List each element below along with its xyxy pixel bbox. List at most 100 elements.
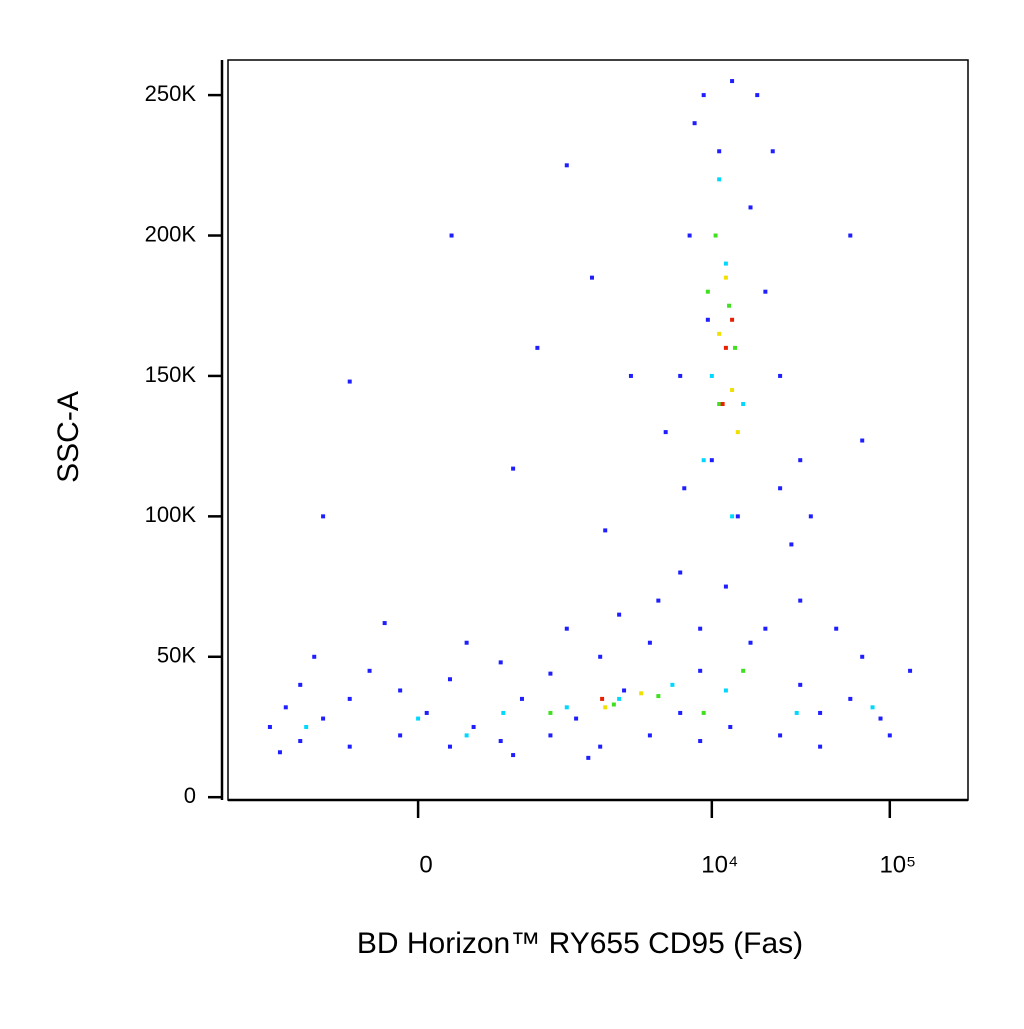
point	[723, 261, 728, 266]
point	[698, 739, 703, 744]
point	[617, 696, 622, 701]
point	[678, 710, 683, 715]
point	[730, 514, 735, 519]
point	[304, 724, 309, 729]
point	[730, 79, 735, 84]
point	[730, 317, 735, 322]
point	[720, 402, 725, 407]
point	[277, 750, 282, 755]
point	[267, 724, 272, 729]
point	[794, 710, 799, 715]
point	[723, 688, 728, 693]
point	[678, 373, 683, 378]
point	[789, 542, 794, 547]
point	[735, 430, 740, 435]
point	[603, 528, 608, 533]
point	[447, 677, 452, 682]
point	[908, 668, 913, 673]
point	[663, 430, 668, 435]
point	[564, 163, 569, 168]
point	[424, 710, 429, 715]
point	[860, 654, 865, 659]
point	[398, 733, 403, 738]
point	[464, 640, 469, 645]
point	[755, 93, 760, 98]
point	[798, 458, 803, 463]
point	[808, 514, 813, 519]
point	[741, 668, 746, 673]
point	[511, 466, 516, 471]
point	[834, 626, 839, 631]
point	[763, 289, 768, 294]
point	[728, 724, 733, 729]
point	[741, 402, 746, 407]
point	[748, 640, 753, 645]
point	[735, 514, 740, 519]
point	[628, 373, 633, 378]
point	[656, 598, 661, 603]
point	[598, 744, 603, 749]
point	[748, 205, 753, 210]
point	[709, 373, 714, 378]
point	[598, 654, 603, 659]
y-tick-label: 150K	[145, 362, 197, 387]
point	[730, 387, 735, 392]
point	[887, 733, 892, 738]
point	[367, 668, 372, 673]
point	[723, 584, 728, 589]
point	[548, 733, 553, 738]
point	[698, 668, 703, 673]
x-axis-label: BD Horizon™ RY655 CD95 (Fas)	[357, 927, 803, 960]
point	[617, 612, 622, 617]
point	[298, 682, 303, 687]
point	[312, 654, 317, 659]
point	[778, 373, 783, 378]
point	[778, 486, 783, 491]
point	[723, 345, 728, 350]
point	[283, 705, 288, 710]
point	[498, 739, 503, 744]
point	[416, 716, 421, 721]
point	[770, 149, 775, 154]
point	[713, 233, 718, 238]
point	[321, 514, 326, 519]
point	[878, 716, 883, 721]
point	[564, 626, 569, 631]
point	[511, 753, 516, 758]
x-tick-label: 10⁵	[879, 851, 916, 878]
point	[727, 303, 732, 308]
point	[622, 688, 627, 693]
y-tick-label: 200K	[145, 221, 197, 246]
point	[535, 345, 540, 350]
point	[611, 702, 616, 707]
point	[670, 682, 675, 687]
y-axis-label: SSC-A	[52, 391, 85, 483]
y-tick-label: 100K	[145, 502, 197, 527]
point	[321, 716, 326, 721]
point	[687, 233, 692, 238]
point	[603, 705, 608, 710]
point	[347, 696, 352, 701]
point	[818, 744, 823, 749]
point	[639, 691, 644, 696]
point	[498, 660, 503, 665]
point	[647, 733, 652, 738]
point	[860, 438, 865, 443]
point	[701, 458, 706, 463]
x-tick-label: 0	[419, 851, 432, 878]
point	[382, 621, 387, 626]
point	[717, 331, 722, 336]
point	[709, 458, 714, 463]
point	[798, 682, 803, 687]
point	[564, 705, 569, 710]
point	[449, 233, 454, 238]
point	[818, 710, 823, 715]
point	[398, 688, 403, 693]
point	[471, 724, 476, 729]
point	[519, 696, 524, 701]
x-tick-label: 10⁴	[701, 851, 738, 878]
y-tick-label: 250K	[145, 81, 197, 106]
point	[574, 716, 579, 721]
point	[548, 710, 553, 715]
